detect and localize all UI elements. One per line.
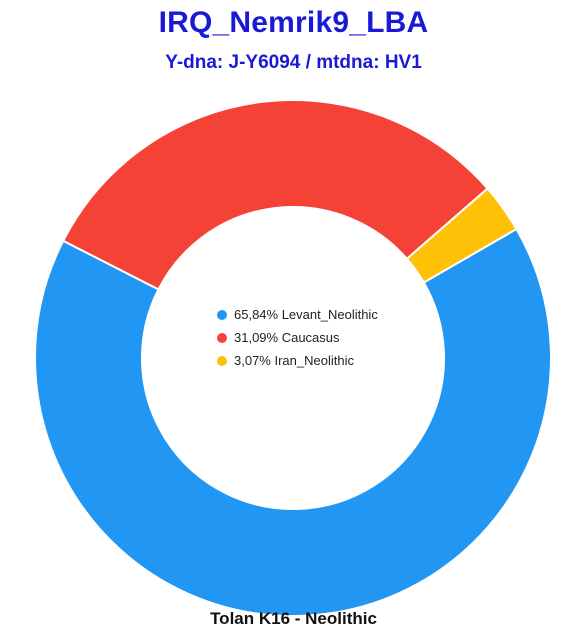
chart-title: IRQ_Nemrik9_LBA [158, 6, 429, 39]
legend-label-caucasus: 31,09% Caucasus [234, 330, 340, 345]
donut-slice-iran-neolithic[interactable] [405, 187, 518, 284]
legend-label-levant-neolithic: 65,84% Levant_Neolithic [234, 307, 378, 322]
legend-marker-caucasus [217, 332, 227, 343]
donut-slices [34, 99, 552, 617]
legend-item-caucasus[interactable]: 31,09% Caucasus [217, 326, 378, 349]
chart-caption: Tolan K16 - Neolithic [210, 609, 377, 628]
legend-marker-iran-neolithic [217, 355, 227, 366]
chart-legend: 65,84% Levant_Neolithic 31,09% Caucasus … [217, 303, 378, 372]
legend-marker-levant-neolithic [217, 309, 227, 320]
donut-slice-levant-neolithic[interactable] [34, 227, 552, 617]
legend-item-iran-neolithic[interactable]: 3,07% Iran_Neolithic [217, 349, 378, 372]
chart-subtitle: Y-dna: J-Y6094 / mtdna: HV1 [165, 52, 422, 73]
legend-label-iran-neolithic: 3,07% Iran_Neolithic [234, 353, 354, 368]
legend-item-levant-neolithic[interactable]: 65,84% Levant_Neolithic [217, 303, 378, 326]
donut-slice-caucasus[interactable] [61, 99, 489, 291]
